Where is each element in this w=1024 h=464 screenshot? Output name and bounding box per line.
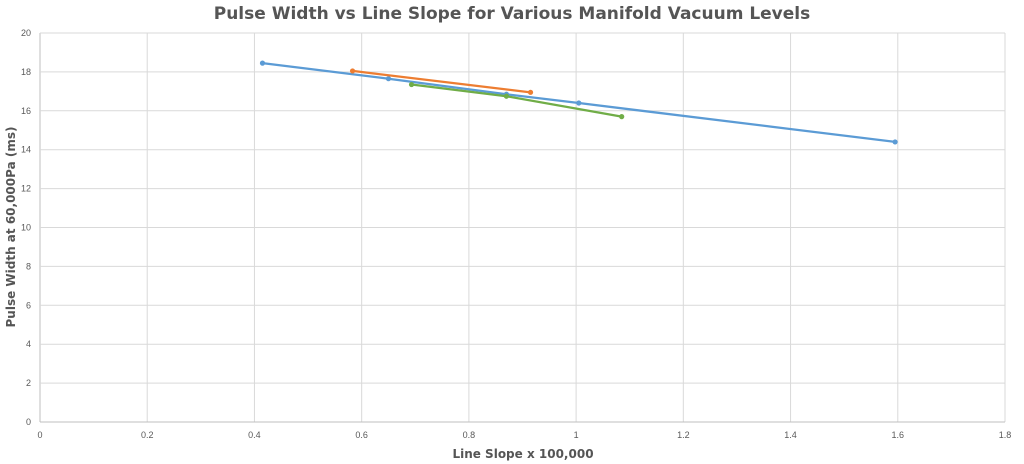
y-tick-label: 14 <box>21 145 31 155</box>
y-tick-label: 10 <box>21 223 31 233</box>
y-tick-label: 2 <box>26 378 31 388</box>
y-axis-title: Pulse Width at 60,000Pa (ms) <box>4 127 18 328</box>
gridlines <box>39 32 1006 423</box>
series-line <box>351 69 532 94</box>
data-point <box>576 100 582 106</box>
x-tick-label: 0.6 <box>355 430 368 440</box>
x-tick-label: 1.8 <box>999 430 1012 440</box>
data-point <box>892 139 898 145</box>
y-tick-label: 20 <box>21 28 31 38</box>
x-axis-title: Line Slope x 100,000 <box>452 447 593 461</box>
y-tick-label: 6 <box>26 300 31 310</box>
y-tick-label: 12 <box>21 184 31 194</box>
x-tick-label: 1.6 <box>892 430 905 440</box>
series-line <box>410 83 623 118</box>
series-1 <box>259 60 898 145</box>
y-tick-label: 16 <box>21 106 31 116</box>
x-axis-ticks: 0 0.2 0.4 0.6 0.8 1 1.2 1.4 1.6 1.8 <box>37 430 1011 440</box>
x-tick-label: 1.4 <box>784 430 797 440</box>
x-tick-label: 0.4 <box>248 430 261 440</box>
x-tick-label: 1 <box>574 430 579 440</box>
y-tick-label: 4 <box>26 339 31 349</box>
data-point <box>503 93 510 99</box>
data-point <box>385 76 392 82</box>
y-axis-ticks: 0 2 4 6 8 10 12 14 16 18 20 <box>21 28 31 427</box>
series-2 <box>349 68 534 95</box>
y-tick-label: 18 <box>21 67 31 77</box>
chart-title: Pulse Width vs Line Slope for Various Ma… <box>214 4 811 24</box>
series-layer <box>259 60 898 145</box>
x-tick-label: 0.8 <box>463 430 476 440</box>
y-tick-label: 8 <box>26 261 31 271</box>
data-point <box>349 68 356 74</box>
data-point <box>259 60 266 66</box>
data-point <box>527 89 534 95</box>
x-tick-label: 0.2 <box>141 430 154 440</box>
series-3 <box>408 81 625 120</box>
x-tick-label: 0 <box>37 430 42 440</box>
y-tick-label: 0 <box>26 417 31 427</box>
data-point <box>408 81 415 88</box>
data-point <box>619 114 625 120</box>
x-tick-label: 1.2 <box>677 430 690 440</box>
